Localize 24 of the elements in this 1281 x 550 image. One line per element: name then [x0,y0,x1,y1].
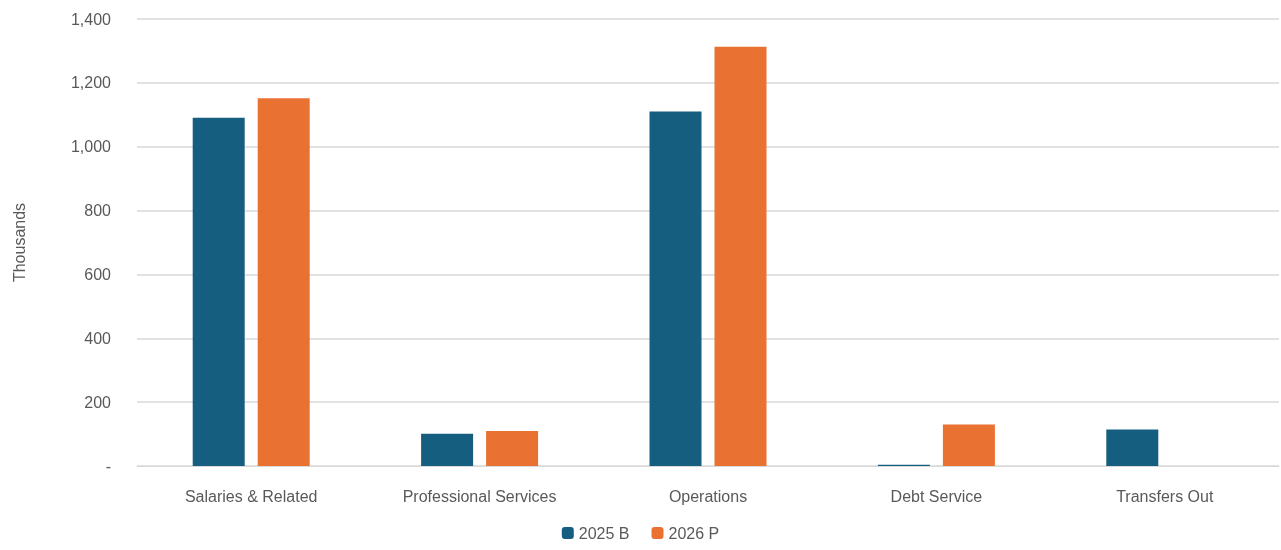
y-tick-label: 1,200 [70,74,112,92]
x-tick-label: Debt Service [890,487,983,505]
y-tick-label: 400 [84,329,112,347]
bar [257,98,310,466]
bar [421,433,474,466]
x-tick-label: Transfers Out [1116,487,1214,505]
x-tick-label: Operations [668,487,748,505]
y-tick-label: 1,000 [70,138,112,156]
legend-label: 2025 B [578,524,630,542]
y-tick-label: 1,400 [70,10,112,28]
bar [1106,429,1159,466]
bar [486,430,539,466]
bar [714,46,767,466]
bar [942,424,995,466]
x-tick-label: Professional Services [402,487,557,505]
bar [192,117,245,466]
y-tick-label: 600 [84,265,112,283]
y-axis-title: Thousands [10,202,28,283]
x-tick-label: Salaries & Related [184,487,318,505]
y-tick-label: - [105,457,111,475]
legend-label: 2026 P [668,524,720,542]
bar [649,111,702,466]
y-tick-label: 200 [84,393,112,411]
y-tick-label: 800 [84,202,112,220]
